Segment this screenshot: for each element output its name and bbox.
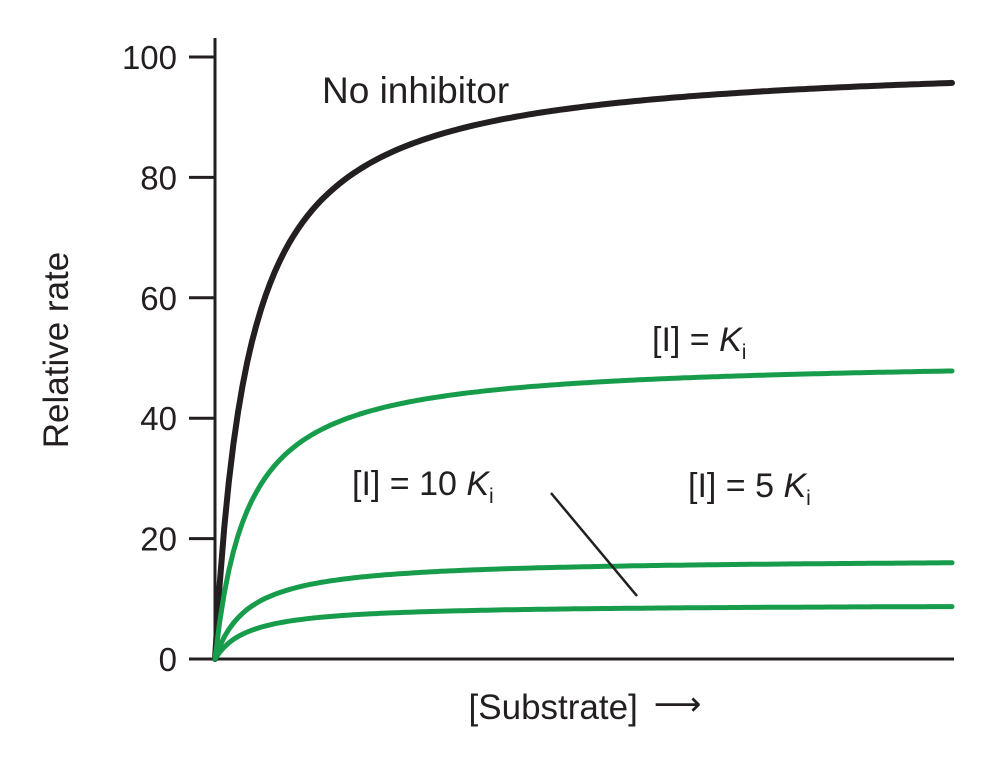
x-axis-title: [Substrate] ⟶ <box>468 685 702 728</box>
callout-line-10ki <box>550 492 638 597</box>
curve-label-ki: [I] = Ki <box>652 321 746 365</box>
ki5-symbol: K <box>783 467 807 505</box>
y-tick-label-60: 60 <box>140 280 177 317</box>
y-tick-label-0: 0 <box>159 641 177 678</box>
ki10-label-prefix: [I] = 10 <box>352 465 467 503</box>
y-tick-label-20: 20 <box>140 521 177 558</box>
ki5-label-prefix: [I] = 5 <box>688 467 784 505</box>
ki-label-prefix: [I] = <box>652 321 720 359</box>
y-tick-label-80: 80 <box>140 159 177 196</box>
right-arrow-icon: ⟶ <box>653 685 702 723</box>
curve-no-inhibitor <box>212 79 955 662</box>
curve-5ki <box>212 560 955 662</box>
curve-label-no-inhibitor: No inhibitor <box>322 70 510 111</box>
curve-label-10ki: [I] = 10 Ki <box>352 465 494 509</box>
curve-10ki <box>212 604 955 662</box>
y-tick-label-100: 100 <box>122 39 177 76</box>
ki-subscript: i <box>741 340 747 364</box>
ki5-subscript: i <box>806 486 811 510</box>
curve-label-5ki: [I] = 5 Ki <box>688 467 811 511</box>
y-axis-title: Relative rate <box>36 251 76 449</box>
ki-symbol: K <box>719 321 742 359</box>
y-tick-label-40: 40 <box>140 400 177 437</box>
curve-ki <box>212 368 955 662</box>
ki10-symbol: K <box>466 465 490 503</box>
x-axis-title-text: [Substrate] <box>468 687 638 727</box>
ki10-subscript: i <box>489 484 494 508</box>
